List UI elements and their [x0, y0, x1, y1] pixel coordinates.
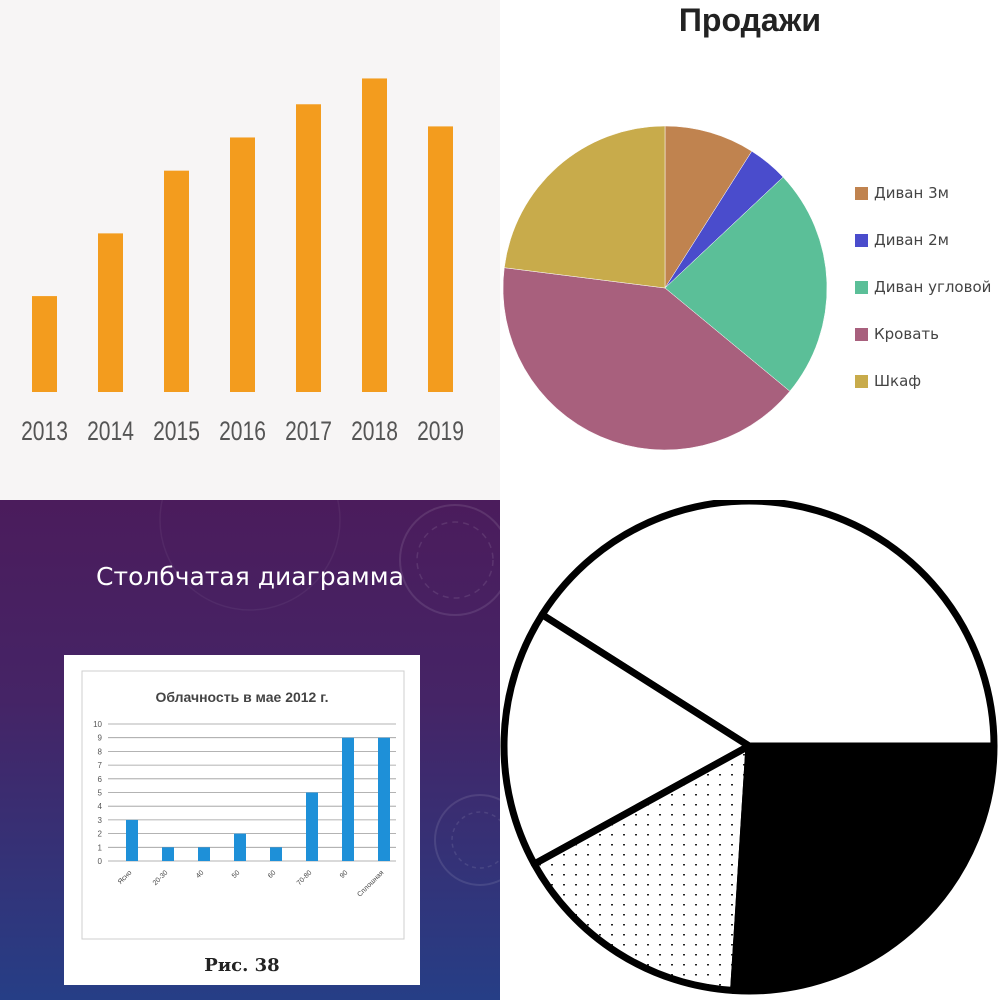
x-tick-label: 90: [339, 869, 350, 880]
legend-swatch: [855, 374, 868, 388]
legend-item: Шкаф: [855, 368, 1000, 394]
bar-2017: [296, 104, 321, 393]
y-tick-label: 6: [98, 775, 103, 784]
legend-label: Диван 2м: [874, 231, 949, 249]
x-tick-label-2016: 2016: [219, 417, 266, 447]
x-tick-label-2018: 2018: [351, 417, 398, 447]
x-tick-label-2019: 2019: [417, 417, 464, 447]
y-tick-label: 8: [98, 747, 103, 756]
x-tick-label: Сплошная: [356, 869, 385, 898]
x-tick-label: 50: [231, 869, 242, 880]
legend-item: Диван 3м: [855, 180, 1000, 206]
pie-slice-3: [502, 267, 791, 451]
presentation-slide-panel: Столбчатая диаграмма Облачность в мае 20…: [0, 500, 500, 1000]
x-tick-label: 70-80: [296, 869, 314, 887]
decor-ring: [399, 504, 500, 616]
y-tick-label: 0: [98, 857, 103, 866]
decor-ring: [416, 521, 494, 599]
cloudiness-bar-chart: Облачность в мае 2012 г. 0 1 2 3 4 5 6 7 8 9 10 Ясно…: [81, 670, 405, 940]
legend-swatch: [855, 186, 868, 200]
decor-ring: [434, 794, 500, 886]
sales-pie-legend: Диван 3м Диван 2м Диван угловой Кровать Шкаф: [855, 180, 1000, 415]
bw-pie-slice-1: [500, 611, 753, 868]
x-tick-label: 40: [195, 869, 206, 880]
decor-ring: [451, 811, 500, 869]
bar-2018: [362, 78, 387, 392]
legend-swatch: [855, 233, 868, 247]
x-tick-label: 20-30: [152, 869, 170, 887]
legend-item: Диван 2м: [855, 227, 1000, 253]
yearly-bar-chart: 2013 2014 2015 2016 2017 2018 2019: [21, 78, 464, 447]
slide-title: Столбчатая диаграмма: [96, 562, 404, 591]
bar-60: [270, 847, 282, 861]
bw-pie-chart-panel: [500, 500, 1000, 1000]
y-tick-label: 10: [93, 720, 102, 729]
bar-2019: [428, 126, 453, 393]
bar-70-80: [306, 792, 318, 861]
legend-label: Кровать: [874, 325, 939, 343]
chart-frame: [81, 670, 405, 940]
y-tick-label: 2: [98, 830, 103, 839]
legend-label: Диван 3м: [874, 184, 949, 202]
y-tick-label: 1: [98, 843, 103, 852]
x-tick-label-2017: 2017: [285, 417, 332, 447]
bar-50: [234, 833, 246, 861]
legend-item: Кровать: [855, 321, 1000, 347]
bar-2014: [98, 233, 123, 392]
x-tick-label: 60: [267, 869, 278, 880]
legend-label: Шкаф: [874, 372, 922, 390]
pie-slice-4: [503, 125, 666, 289]
x-tick-label-2015: 2015: [153, 417, 200, 447]
bw-pie-slice-3: [730, 742, 998, 995]
yearly-bar-chart-panel: 2013 2014 2015 2016 2017 2018 2019: [0, 0, 500, 500]
sales-chart-title: Продажи: [678, 2, 822, 38]
bar-20-30: [162, 847, 174, 861]
cloudiness-chart-title: Облачность в мае 2012 г.: [155, 689, 328, 705]
y-tick-label: 9: [98, 734, 103, 743]
bar-Сплошная: [378, 737, 390, 861]
legend-label: Диван угловой: [874, 278, 992, 296]
legend-item: Диван угловой: [855, 274, 1000, 300]
bar-2016: [230, 137, 255, 392]
slide-background-decoration: [159, 500, 500, 886]
x-tick-label-2013: 2013: [21, 417, 68, 447]
pie-slice-2: [664, 176, 828, 392]
bar-40: [198, 847, 210, 861]
x-tick-label: Ясно: [117, 869, 134, 886]
y-tick-label: 5: [98, 789, 103, 798]
bar-Ясно: [126, 819, 138, 861]
sales-pie-chart-panel: Продажи Диван 3м Диван 2м Диван угловой Кро…: [500, 0, 1000, 500]
bar-90: [342, 737, 354, 861]
y-tick-label: 7: [98, 761, 103, 770]
x-tick-label-2014: 2014: [87, 417, 134, 447]
legend-swatch: [855, 280, 868, 294]
bar-2015: [164, 170, 189, 392]
sales-pie-chart: [502, 125, 828, 451]
figure-card: Облачность в мае 2012 г. 0 1 2 3 4 5 6 7 8 9 10 Ясно…: [64, 655, 420, 985]
bw-pie-chart: [500, 500, 998, 995]
y-tick-label: 3: [98, 816, 103, 825]
legend-swatch: [855, 327, 868, 341]
figure-caption: Рис. 38: [204, 955, 280, 976]
decor-ring: [159, 500, 341, 611]
pie-slice-0: [664, 125, 753, 289]
bar-2013: [32, 296, 57, 392]
y-tick-label: 4: [98, 802, 103, 811]
bw-pie-slice-2: [530, 742, 753, 995]
